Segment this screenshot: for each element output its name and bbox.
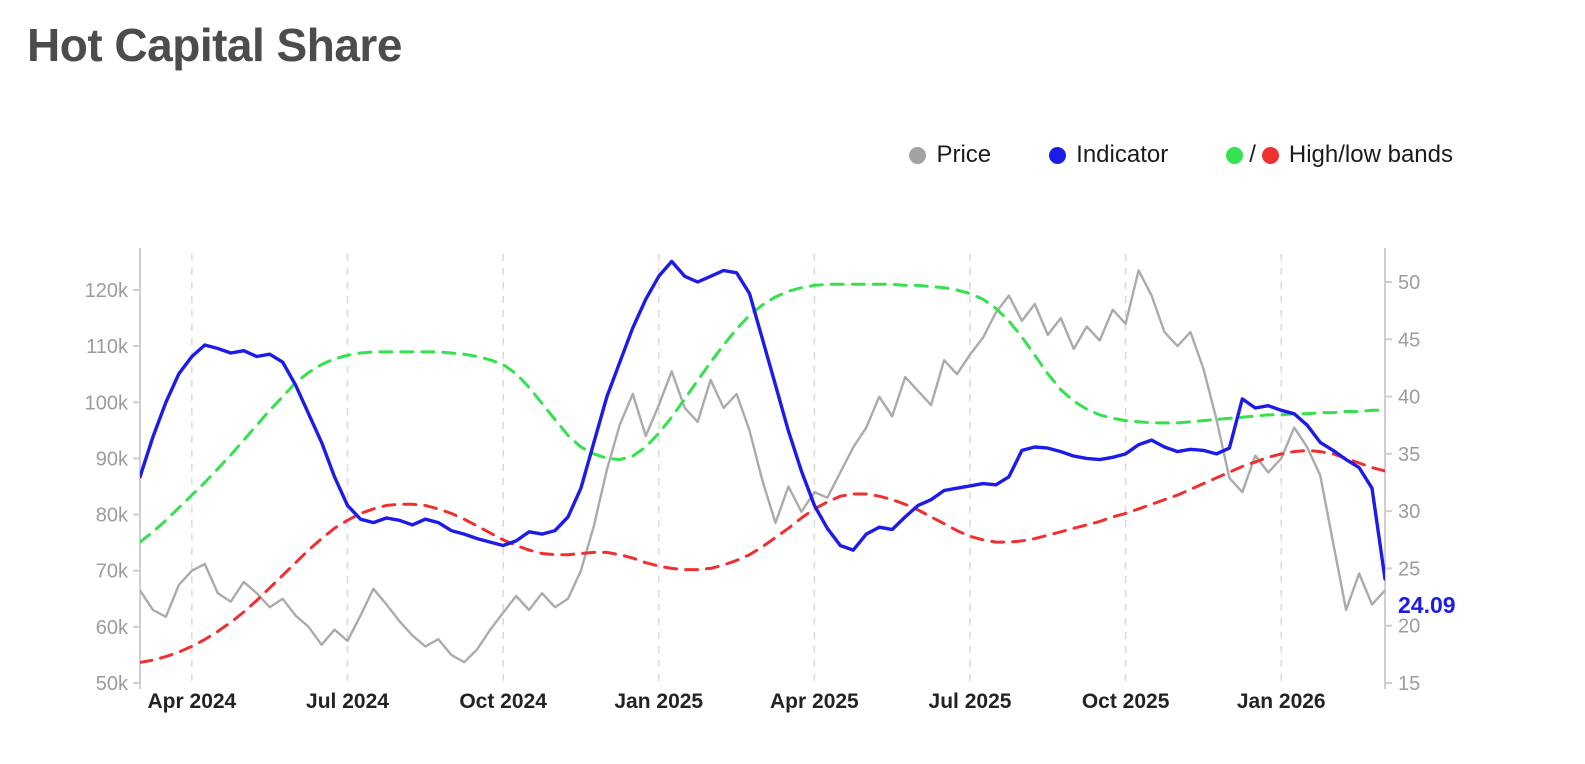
- series-price: [140, 269, 1385, 664]
- x-axis-tick-label: Jul 2025: [929, 690, 1012, 713]
- low-band-dot-icon: [1261, 146, 1279, 164]
- x-axis-tick-label: Jan 2025: [614, 690, 703, 713]
- x-axis-tick-label: Jan 2026: [1237, 690, 1326, 713]
- page-title: Hot Capital Share: [27, 19, 402, 71]
- legend-item-bands[interactable]: / High/low bands: [1226, 141, 1453, 169]
- legend: Price Indicator / High/low bands: [909, 141, 1453, 169]
- legend-label-bands: High/low bands: [1288, 141, 1453, 168]
- price-dot-icon: [909, 146, 927, 164]
- legend-item-price[interactable]: Price: [909, 141, 991, 169]
- right-axis-tick-label: 25: [1398, 558, 1420, 580]
- series-high-band: [140, 282, 1385, 544]
- x-axis-tick-label: Apr 2025: [770, 690, 859, 713]
- left-axis-tick-label: 70k: [96, 561, 129, 583]
- x-axis-tick-label: Oct 2025: [1082, 690, 1170, 713]
- right-axis-tick-label: 45: [1398, 329, 1420, 351]
- x-axis-tick-label: Apr 2024: [148, 690, 237, 713]
- high-band-dot-icon: [1226, 146, 1244, 164]
- left-axis-tick-label: 100k: [85, 392, 129, 414]
- right-axis-tick-label: 15: [1398, 673, 1420, 695]
- legend-label-indicator: Indicator: [1076, 141, 1169, 168]
- right-axis-tick-label: 30: [1398, 501, 1420, 523]
- chart-area[interactable]: Apr 2024 Jul 2024 Oct 2024 Jan 2025 Apr 2025…: [0, 234, 1585, 734]
- legend-item-indicator[interactable]: Indicator: [1049, 141, 1168, 169]
- left-axis-tick-label: 80k: [96, 505, 129, 527]
- indicator-last-value-label: 24.09: [1398, 592, 1456, 618]
- left-axis-tick-label: 90k: [96, 448, 129, 470]
- indicator-dot-icon: [1049, 146, 1067, 164]
- right-axis-tick-label: 35: [1398, 444, 1420, 466]
- legend-label-price: Price: [936, 141, 992, 168]
- left-axis-tick-label: 120k: [85, 280, 129, 302]
- right-axis-tick-label: 50: [1398, 272, 1420, 294]
- legend-bands-separator: /: [1249, 141, 1256, 168]
- chart-svg[interactable]: Apr 2024 Jul 2024 Oct 2024 Jan 2025 Apr 2025…: [0, 234, 1585, 734]
- series-indicator: [140, 259, 1385, 581]
- right-axis-tick-label: 20: [1398, 616, 1420, 638]
- x-axis-tick-label: Jul 2024: [306, 690, 389, 713]
- right-axis-tick-label: 40: [1398, 387, 1420, 409]
- left-axis-tick-label: 60k: [96, 617, 129, 639]
- left-axis-tick-label: 50k: [96, 673, 129, 695]
- left-axis-tick-label: 110k: [86, 336, 129, 358]
- series-low-band: [140, 448, 1385, 664]
- x-axis-tick-label: Oct 2024: [459, 690, 547, 713]
